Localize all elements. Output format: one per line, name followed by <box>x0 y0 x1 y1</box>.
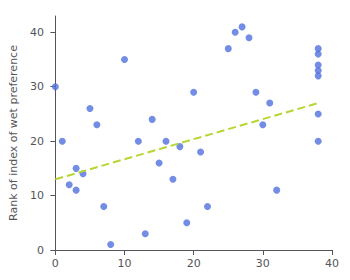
svg-text:10: 10 <box>118 257 132 270</box>
svg-text:40: 40 <box>325 257 339 270</box>
svg-text:0: 0 <box>37 244 44 257</box>
svg-text:30: 30 <box>256 257 270 270</box>
svg-text:10: 10 <box>30 189 44 202</box>
svg-text:20: 20 <box>30 135 44 148</box>
svg-text:40: 40 <box>30 26 44 39</box>
svg-text:0: 0 <box>52 257 59 270</box>
svg-text:Rank of index of wet preferenc: Rank of index of wet preference <box>7 45 20 221</box>
svg-text:20: 20 <box>187 257 201 270</box>
svg-text:30: 30 <box>30 80 44 93</box>
